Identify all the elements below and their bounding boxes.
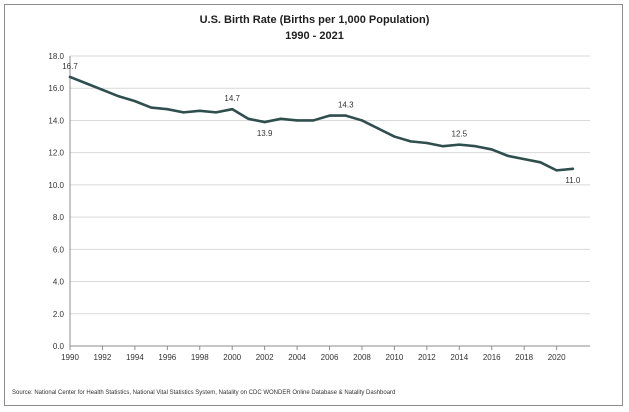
y-tick-label: 10.0 [48,181,64,190]
data-point [522,157,526,161]
data-point [231,107,234,111]
data-point [506,154,510,158]
data-point [117,95,120,98]
x-tick-label: 2012 [418,353,436,362]
y-tick-label: 14.0 [48,116,64,125]
data-point [101,88,104,92]
x-tick-label: 2016 [483,353,501,362]
data-point [344,114,347,117]
x-axis-ticks: 1990 1992 1994 1996 1998 2000 2002 2004 2006 2008… [61,346,566,362]
data-point [360,119,364,122]
x-tick-label: 2000 [223,353,241,362]
data-point [133,99,137,103]
grid-lines [70,55,590,315]
data-point [149,106,153,109]
data-label: 11.0 [565,176,581,185]
data-point [182,111,185,114]
data-point [425,141,429,145]
y-tick-label: 2.0 [53,310,65,319]
data-point [571,167,575,170]
data-label: 12.5 [452,130,468,139]
x-tick-label: 2004 [288,353,306,362]
y-tick-label: 0.0 [53,342,65,351]
y-tick-label: 18.0 [48,52,64,61]
x-tick-label: 1992 [94,353,112,362]
y-tick-label: 12.0 [48,149,64,158]
x-tick-label: 2008 [353,353,371,362]
data-point [539,161,542,164]
x-tick-label: 1998 [191,353,209,362]
series-points [68,75,575,172]
data-point [312,119,315,122]
data-label: 13.9 [257,129,273,138]
data-point [85,82,88,85]
data-label: 14.3 [338,101,354,110]
source-note: Source: National Center for Health Stati… [12,390,396,396]
data-point [393,135,396,138]
data-point [474,145,477,148]
chart-frame [4,4,623,406]
x-tick-label: 2002 [256,353,274,362]
series-line [68,75,575,172]
y-tick-label: 4.0 [53,278,65,287]
data-point [295,119,299,122]
data-point [441,145,445,148]
data-point [490,148,493,151]
x-tick-label: 2020 [548,353,566,362]
data-point [198,109,201,112]
data-point [263,120,266,124]
y-tick-label: 6.0 [53,245,65,254]
data-point [247,117,250,121]
x-tick-label: 2018 [515,353,533,362]
data-point [376,127,380,130]
y-axis-ticks: 0.0 2.0 4.0 6.0 8.0 10.0 12.0 14.0 16.0 18.0 [48,52,64,351]
data-point [166,107,169,111]
data-label: 14.7 [224,94,240,103]
data-point [68,75,72,79]
axes [69,56,590,347]
x-tick-label: 2006 [321,353,339,362]
data-point [555,169,558,172]
data-point [279,117,283,121]
y-tick-label: 8.0 [53,213,65,222]
y-tick-label: 16.0 [48,84,64,93]
chart-subtitle: 1990 - 2021 [285,30,344,42]
data-point [328,114,331,117]
data-point [214,111,218,114]
x-tick-label: 1990 [61,353,79,362]
data-point [409,140,412,143]
x-tick-label: 2010 [386,353,404,362]
data-labels: 16.7 14.7 13.9 14.3 12.5 11.0 [62,62,581,185]
x-tick-label: 1996 [158,353,176,362]
chart-title: U.S. Birth Rate (Births per 1,000 Popula… [199,14,430,26]
data-label: 16.7 [62,62,78,71]
data-point [458,143,461,146]
x-tick-label: 1994 [126,353,144,362]
x-tick-label: 2014 [450,353,468,362]
